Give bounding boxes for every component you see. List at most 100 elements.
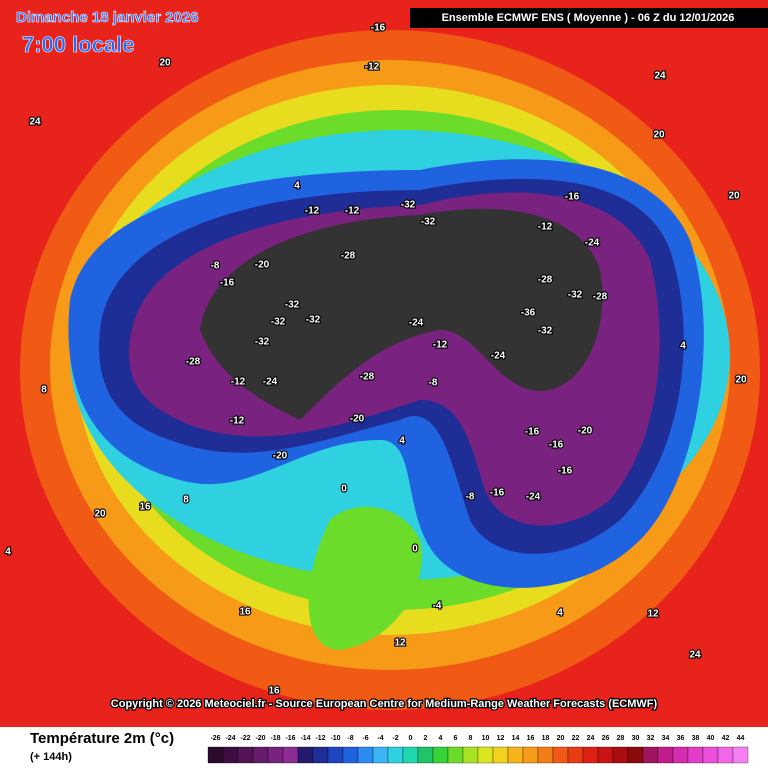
legend-tick: 14: [512, 735, 520, 742]
legend-tick: -16: [285, 735, 295, 742]
temp-label: -36: [521, 308, 536, 319]
color-swatch: [402, 746, 419, 764]
color-swatch: [732, 746, 749, 764]
legend-tick: -2: [392, 735, 398, 742]
temp-label: -12: [538, 222, 553, 233]
temp-label: 20: [159, 58, 171, 69]
temp-label: -32: [306, 315, 321, 326]
temp-label: 4: [294, 181, 300, 192]
temp-label: -16: [371, 23, 386, 34]
temp-label: -28: [186, 357, 201, 368]
temp-label: -24: [585, 238, 600, 249]
color-swatch: [537, 746, 554, 764]
legend-tick: 22: [572, 735, 580, 742]
zone: [308, 506, 422, 650]
color-swatch: [417, 746, 434, 764]
temp-label: 20: [728, 191, 740, 202]
temp-label: -32: [538, 326, 553, 337]
temp-label: -24: [526, 492, 541, 503]
temp-label: -16: [549, 440, 564, 451]
copyright: Copyright © 2026 Meteociel.fr - Source E…: [111, 698, 658, 710]
legend-tick: 38: [692, 735, 700, 742]
color-swatch: [702, 746, 719, 764]
color-swatch: [342, 746, 359, 764]
legend-title: Température 2m (°c): [30, 730, 174, 747]
legend-tick: 12: [497, 735, 505, 742]
temp-label: -8: [466, 492, 475, 503]
legend-tick: 24: [587, 735, 595, 742]
temp-label: -28: [538, 275, 553, 286]
color-swatch: [687, 746, 704, 764]
temp-label: 0: [412, 544, 418, 555]
legend-tick: -18: [270, 735, 280, 742]
color-swatch: [387, 746, 404, 764]
color-swatch: [507, 746, 524, 764]
temp-label: 24: [654, 71, 666, 82]
color-swatch: [297, 746, 314, 764]
legend-tick: 42: [722, 735, 730, 742]
legend-tick: -26: [210, 735, 220, 742]
time: 7:00 locale: [22, 32, 135, 57]
legend-tick: 0: [409, 735, 413, 742]
temp-label: -16: [490, 488, 505, 499]
temp-label: 16: [239, 607, 251, 618]
legend-tick: 16: [527, 735, 535, 742]
legend-tick: 34: [662, 735, 670, 742]
temp-label: -12: [230, 416, 245, 427]
color-swatch: [657, 746, 674, 764]
temp-label: -12: [345, 206, 360, 217]
color-swatch: [627, 746, 644, 764]
legend-tick: -10: [330, 735, 340, 742]
color-swatch: [372, 746, 389, 764]
temp-label: -20: [255, 260, 270, 271]
color-swatch: [552, 746, 569, 764]
color-swatch: [462, 746, 479, 764]
color-swatch: [492, 746, 509, 764]
legend-tick: -14: [300, 735, 310, 742]
temp-label: 4: [5, 547, 11, 558]
temp-label: -16: [558, 466, 573, 477]
legend-tick: 44: [737, 735, 745, 742]
legend-tick: 40: [707, 735, 715, 742]
temp-label: -16: [565, 192, 580, 203]
temp-label: -20: [273, 451, 288, 462]
color-swatch: [612, 746, 629, 764]
color-swatch: [642, 746, 659, 764]
temp-label: -12: [433, 340, 448, 351]
temp-label: -16: [220, 278, 235, 289]
run-info: Ensemble ECMWF ENS ( Moyenne ) - 06 Z du…: [442, 12, 735, 24]
legend-tick: 2: [424, 735, 428, 742]
color-swatch: [672, 746, 689, 764]
temp-label: -28: [593, 292, 608, 303]
run-box: [410, 8, 768, 28]
legend-tick: -22: [240, 735, 250, 742]
temp-label: -28: [360, 372, 375, 383]
temp-label: 12: [394, 638, 406, 649]
color-swatch: [717, 746, 734, 764]
temp-label: -24: [409, 318, 424, 329]
color-swatch: [357, 746, 374, 764]
temp-label: -12: [305, 206, 320, 217]
temp-label: 8: [183, 495, 189, 506]
date: Dimanche 18 janvier 2026: [16, 9, 199, 26]
legend-tick: -8: [347, 735, 353, 742]
temp-label: 20: [735, 375, 747, 386]
color-swatch: [567, 746, 584, 764]
temp-label: 0: [341, 484, 347, 495]
legend-tick: 4: [439, 735, 443, 742]
lead-time: (+ 144h): [30, 751, 72, 763]
color-swatch: [207, 746, 224, 764]
legend-tick: -24: [225, 735, 235, 742]
temp-label: 4: [680, 341, 686, 352]
temp-label: -28: [341, 251, 356, 262]
temp-label: -32: [271, 317, 286, 328]
legend-tick: 30: [632, 735, 640, 742]
color-swatch: [327, 746, 344, 764]
legend-tick: -4: [377, 735, 383, 742]
temp-label: -32: [255, 337, 270, 348]
temp-label: 20: [653, 130, 665, 141]
temp-label: 4: [399, 436, 405, 447]
temp-label: -32: [421, 217, 436, 228]
temp-label: -16: [525, 427, 540, 438]
zone: [200, 208, 603, 420]
